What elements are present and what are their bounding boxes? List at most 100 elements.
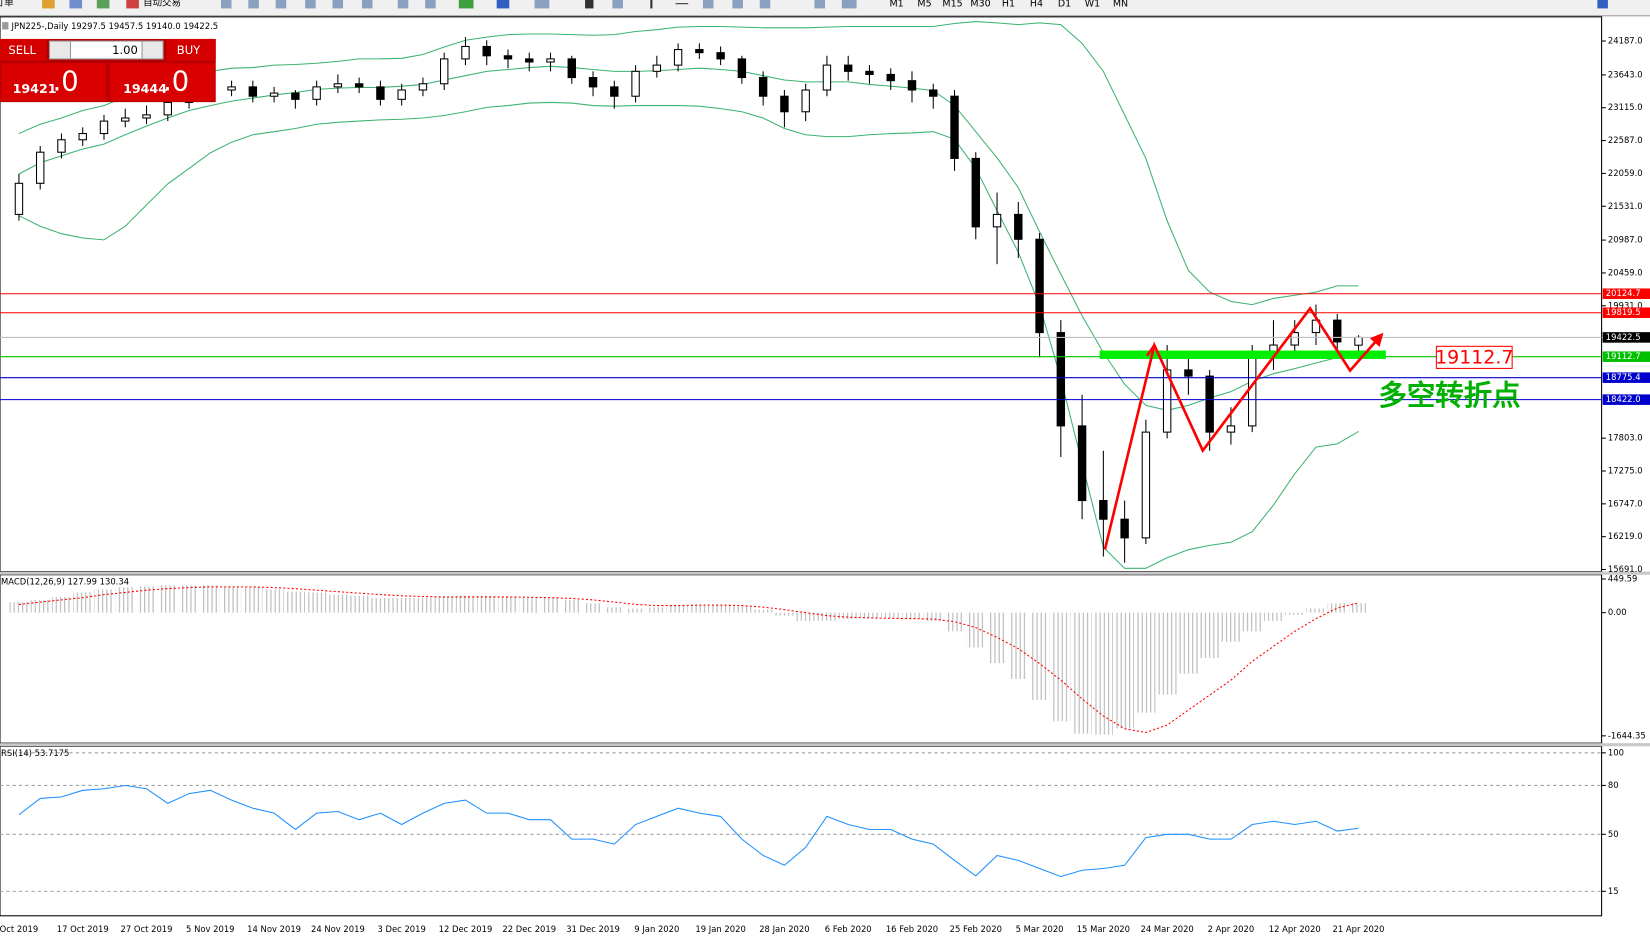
trend-arrow [1103,306,1384,550]
timeframe-button[interactable]: MN [1113,0,1128,10]
icon[interactable] [814,0,825,9]
candle-body [1205,375,1214,433]
lot-up[interactable] [141,40,164,60]
timeframe-button[interactable]: H4 [1030,0,1043,10]
bollinger-band [18,65,1359,411]
ask-button[interactable] [109,63,215,102]
macd-bar [51,596,72,613]
icon[interactable] [69,0,83,9]
autotrading-icon[interactable] [126,0,139,9]
rsi-panel [0,745,1603,917]
macd-bar [392,598,412,613]
macd-bar [625,608,646,613]
icon[interactable] [332,0,344,9]
macd-bar [689,604,709,613]
icon[interactable] [361,0,373,9]
sell-button[interactable] [0,38,47,62]
icon[interactable] [96,0,110,9]
macd-bar [115,587,135,613]
ask-price[interactable]: 19444 [123,81,167,96]
candle-body [1014,213,1023,240]
icon[interactable] [425,0,436,9]
rsi-line [18,784,1359,878]
candle-body [886,73,895,82]
icon[interactable] [496,0,510,9]
candle-body [695,49,704,54]
icon[interactable] [759,0,771,9]
candle-body [248,86,258,97]
timeframe-button[interactable]: H1 [1002,0,1015,10]
bid-price[interactable]: 19421 [13,81,57,96]
macd-bar [1115,612,1135,729]
icon[interactable] [305,0,316,9]
autotrading-button[interactable]: 自动交易 [143,0,181,9]
lot-down[interactable] [48,40,72,60]
macd-bar [1093,612,1113,735]
ask-fraction[interactable]: .0 [163,67,189,98]
macd-bar [1008,612,1028,679]
panel-separator [0,743,1650,747]
y-tick-label: 17275.0 [1608,465,1643,475]
icon[interactable] [585,0,594,9]
macd-bar [1348,603,1369,613]
candle-body [121,117,130,122]
candle-body [439,58,449,85]
lot-value[interactable]: 1.00 [112,43,138,57]
x-tick-label: 24 Mar 2020 [1141,924,1194,934]
candle-body [992,213,1002,228]
icon[interactable] [841,0,857,9]
icon[interactable] [732,0,743,9]
icon[interactable] [534,0,550,9]
candle-body [503,55,513,60]
new-order-button[interactable]: 新订单 [0,0,14,9]
y-tick-label: 15 [1608,886,1619,896]
candle-body [1290,332,1299,346]
icon[interactable] [458,0,474,9]
icon[interactable] [650,0,653,9]
icon[interactable] [675,3,689,5]
sell-label[interactable]: SELL [8,43,36,57]
macd-bar [1327,603,1347,613]
candle-body [631,70,640,97]
candle-body [57,139,66,153]
y-tick-label: 80 [1608,780,1619,790]
y-tick-label: 17803.0 [1608,433,1643,443]
x-tick-label: 12 Dec 2019 [439,924,493,934]
icon[interactable] [220,0,232,9]
icon[interactable] [248,0,259,9]
macd-bar [370,598,390,613]
y-tick-label: 100 [1608,747,1624,757]
timeframe-button[interactable]: M30 [970,0,990,10]
candle-body [1120,518,1129,539]
icon[interactable] [702,0,714,9]
timeframe-button[interactable]: D1 [1058,0,1071,10]
timeframe-button[interactable]: M1 [889,0,903,10]
icon[interactable] [1597,0,1608,9]
macd-bar [519,598,539,613]
candle-body [269,92,279,97]
timeframe-button[interactable]: W1 [1085,0,1100,10]
icon[interactable] [397,0,409,9]
bid-fraction[interactable]: .0 [53,67,79,98]
icon[interactable] [275,0,287,9]
timeframe-button[interactable]: M15 [942,0,962,10]
macd-bar [1263,612,1284,621]
candle-body [99,120,109,135]
macd-bar [583,603,603,613]
x-tick-label: 14 Nov 2019 [247,924,301,934]
candle-body [1141,431,1151,539]
buy-button[interactable] [166,38,216,62]
macd-signal [18,586,1359,734]
timeframe-button[interactable]: M5 [917,0,931,10]
bid-button[interactable] [1,63,107,102]
x-tick-label: 28 Jan 2020 [759,924,809,934]
y-tick-label: 16747.0 [1608,498,1643,508]
candle-body [525,58,534,63]
buy-label[interactable]: BUY [177,43,201,57]
icon[interactable] [42,0,55,9]
candle-body [227,86,236,91]
macd-bar [349,595,369,613]
y-tick-label: 22587.0 [1608,135,1643,145]
x-tick-label: 12 Apr 2020 [1269,924,1321,934]
icon[interactable] [612,0,623,9]
